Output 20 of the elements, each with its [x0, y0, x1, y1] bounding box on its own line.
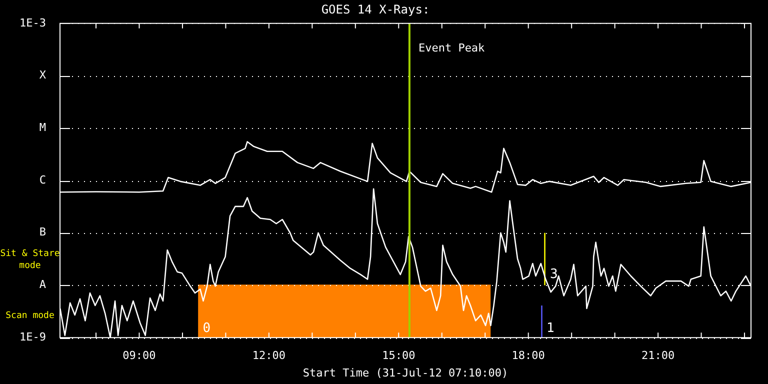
y-tick-label: X	[39, 68, 46, 82]
y-tick-label: M	[39, 120, 46, 134]
text: Scan mode	[6, 310, 54, 321]
annotation: 3	[550, 266, 558, 282]
text: Sit & Stare mode	[0, 248, 60, 271]
y-tick-label: 1E-3	[20, 16, 46, 30]
chart-title: GOES 14 X-Rays:	[321, 2, 430, 16]
y-tick-label: 1E-9	[20, 330, 46, 344]
ref-line-label: Event Peak	[418, 41, 486, 54]
x-tick-label: 09:00	[122, 349, 156, 362]
x-axis-title: Start Time (31-Jul-12 07:10:00)	[302, 366, 508, 380]
y-tick-label: B	[39, 226, 46, 239]
x-tick-label: 21:00	[641, 349, 675, 362]
x-tick-label: 12:00	[252, 349, 286, 362]
y-tick-label: C	[39, 173, 46, 186]
annotation: 1	[546, 320, 554, 336]
x-tick-label: 18:00	[512, 349, 545, 362]
annotation: 0	[202, 320, 211, 336]
y-tick-label: A	[39, 278, 46, 292]
x-tick-label: 15:00	[382, 349, 416, 362]
